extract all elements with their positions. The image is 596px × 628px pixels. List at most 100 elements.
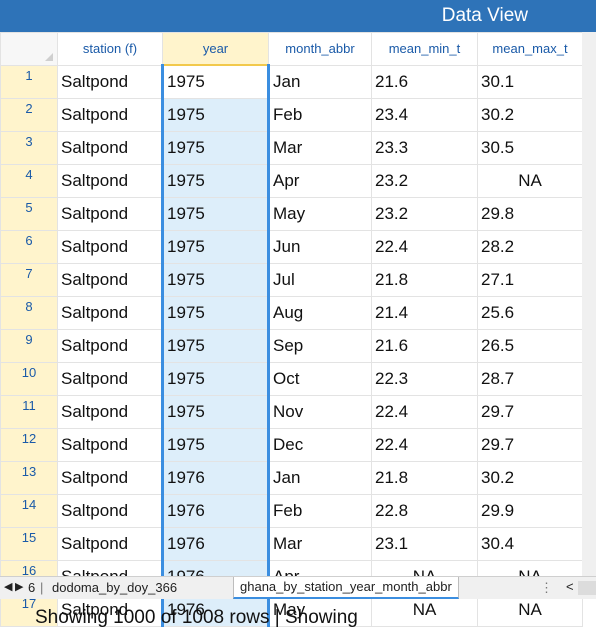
cell-year[interactable]: 1975 [161, 196, 270, 231]
cell-mean-min-t[interactable]: 22.3 [371, 361, 478, 396]
cell-mean-max-t[interactable]: 25.6 [477, 295, 583, 330]
cell-mean-min-t[interactable]: 21.8 [371, 262, 478, 297]
cell-mean-min-t[interactable]: 23.2 [371, 163, 478, 198]
cell-month-abbr[interactable]: Nov [268, 394, 372, 429]
cell-year[interactable]: 1975 [161, 361, 270, 396]
select-all-corner[interactable] [0, 32, 58, 66]
column-header-mean-max-t[interactable]: mean_max_t [477, 32, 583, 66]
column-header-year[interactable]: year [162, 32, 269, 66]
table-row[interactable]: 10 Saltpond 1975 Oct 22.3 28.7 [0, 361, 583, 396]
column-header-station[interactable]: station (f) [57, 32, 163, 66]
cell-mean-max-t[interactable]: 28.7 [477, 361, 583, 396]
cell-mean-min-t[interactable]: 22.4 [371, 394, 478, 429]
cell-year[interactable]: 1976 [161, 526, 270, 561]
cell-month-abbr[interactable]: May [268, 196, 372, 231]
cell-year[interactable]: 1975 [161, 64, 270, 99]
cell-month-abbr[interactable]: Feb [268, 97, 372, 132]
table-row[interactable]: 12 Saltpond 1975 Dec 22.4 29.7 [0, 427, 583, 462]
cell-mean-min-t[interactable]: 23.2 [371, 196, 478, 231]
cell-station[interactable]: Saltpond [57, 163, 163, 198]
row-number[interactable]: 13 [0, 460, 58, 495]
row-number[interactable]: 12 [0, 427, 58, 462]
cell-station[interactable]: Saltpond [57, 460, 163, 495]
cell-month-abbr[interactable]: Jul [268, 262, 372, 297]
cell-station[interactable]: Saltpond [57, 64, 163, 99]
cell-mean-min-t[interactable]: 22.4 [371, 229, 478, 264]
cell-station[interactable]: Saltpond [57, 394, 163, 429]
cell-month-abbr[interactable]: Dec [268, 427, 372, 462]
cell-month-abbr[interactable]: Jan [268, 460, 372, 495]
row-number[interactable]: 14 [0, 493, 58, 528]
table-row[interactable]: 8 Saltpond 1975 Aug 21.4 25.6 [0, 295, 583, 330]
cell-mean-min-t[interactable]: 21.4 [371, 295, 478, 330]
table-row[interactable]: 11 Saltpond 1975 Nov 22.4 29.7 [0, 394, 583, 429]
cell-mean-max-t[interactable]: 30.2 [477, 97, 583, 132]
row-number[interactable]: 2 [0, 97, 58, 132]
cell-station[interactable]: Saltpond [57, 196, 163, 231]
cell-station[interactable]: Saltpond [57, 97, 163, 132]
data-grid[interactable]: station (f) year month_abbr mean_min_t m… [0, 32, 583, 627]
horizontal-scroll-track[interactable] [578, 581, 596, 595]
cell-mean-max-t[interactable]: 27.1 [477, 262, 583, 297]
row-number[interactable]: 1 [0, 64, 58, 99]
cell-station[interactable]: Saltpond [57, 262, 163, 297]
cell-year[interactable]: 1975 [161, 163, 270, 198]
cell-mean-max-t[interactable]: 26.5 [477, 328, 583, 363]
column-header-month-abbr[interactable]: month_abbr [268, 32, 372, 66]
cell-mean-min-t[interactable]: 21.6 [371, 64, 478, 99]
table-row[interactable]: 3 Saltpond 1975 Mar 23.3 30.5 [0, 130, 583, 165]
cell-month-abbr[interactable]: Mar [268, 526, 372, 561]
row-number[interactable]: 7 [0, 262, 58, 297]
cell-station[interactable]: Saltpond [57, 295, 163, 330]
cell-mean-min-t[interactable]: 23.1 [371, 526, 478, 561]
row-number[interactable]: 8 [0, 295, 58, 330]
cell-mean-min-t[interactable]: 21.6 [371, 328, 478, 363]
cell-month-abbr[interactable]: Jun [268, 229, 372, 264]
first-sheet-icon[interactable]: ◀ [4, 581, 13, 593]
cell-year[interactable]: 1975 [161, 97, 270, 132]
cell-mean-max-t[interactable]: 29.8 [477, 196, 583, 231]
cell-month-abbr[interactable]: Apr [268, 163, 372, 198]
table-row[interactable]: 5 Saltpond 1975 May 23.2 29.8 [0, 196, 583, 231]
table-row[interactable]: 7 Saltpond 1975 Jul 21.8 27.1 [0, 262, 583, 297]
cell-mean-max-t[interactable]: 30.4 [477, 526, 583, 561]
cell-month-abbr[interactable]: Sep [268, 328, 372, 363]
cell-mean-max-t[interactable]: 30.1 [477, 64, 583, 99]
cell-mean-max-t[interactable]: 30.5 [477, 130, 583, 165]
cell-year[interactable]: 1975 [161, 394, 270, 429]
cell-mean-max-t[interactable]: 29.9 [477, 493, 583, 528]
table-row[interactable]: 1 Saltpond 1975 Jan 21.6 30.1 [0, 64, 583, 99]
tab-ghana-by-station-year-month-abbr[interactable]: ghana_by_station_year_month_abbr [233, 577, 459, 599]
table-row[interactable]: 9 Saltpond 1975 Sep 21.6 26.5 [0, 328, 583, 363]
next-sheet-icon[interactable]: ▶ [15, 581, 24, 593]
cell-year[interactable]: 1976 [161, 460, 270, 495]
vertical-scrollbar[interactable] [582, 32, 596, 576]
row-number[interactable]: 3 [0, 130, 58, 165]
cell-month-abbr[interactable]: Aug [268, 295, 372, 330]
row-number[interactable]: 9 [0, 328, 58, 363]
table-row[interactable]: 14 Saltpond 1976 Feb 22.8 29.9 [0, 493, 583, 528]
cell-year[interactable]: 1975 [161, 328, 270, 363]
cell-mean-min-t[interactable]: 22.4 [371, 427, 478, 462]
cell-station[interactable]: Saltpond [57, 328, 163, 363]
cell-mean-max-t[interactable]: 28.2 [477, 229, 583, 264]
cell-year[interactable]: 1975 [161, 130, 270, 165]
table-row[interactable]: 13 Saltpond 1976 Jan 21.8 30.2 [0, 460, 583, 495]
cell-station[interactable]: Saltpond [57, 427, 163, 462]
cell-year[interactable]: 1975 [161, 229, 270, 264]
cell-mean-min-t[interactable]: 22.8 [371, 493, 478, 528]
cell-year[interactable]: 1975 [161, 427, 270, 462]
cell-station[interactable]: Saltpond [57, 229, 163, 264]
row-number[interactable]: 15 [0, 526, 58, 561]
row-number[interactable]: 4 [0, 163, 58, 198]
cell-month-abbr[interactable]: Mar [268, 130, 372, 165]
cell-station[interactable]: Saltpond [57, 526, 163, 561]
row-number[interactable]: 11 [0, 394, 58, 429]
cell-mean-max-t[interactable]: NA [477, 163, 583, 198]
cell-month-abbr[interactable]: Oct [268, 361, 372, 396]
cell-mean-min-t[interactable]: 23.3 [371, 130, 478, 165]
cell-station[interactable]: Saltpond [57, 493, 163, 528]
cell-station[interactable]: Saltpond [57, 361, 163, 396]
tab-dodoma-by-doy-366[interactable]: dodoma_by_doy_366 [52, 580, 178, 595]
more-icon[interactable]: ⋮ [540, 580, 553, 595]
